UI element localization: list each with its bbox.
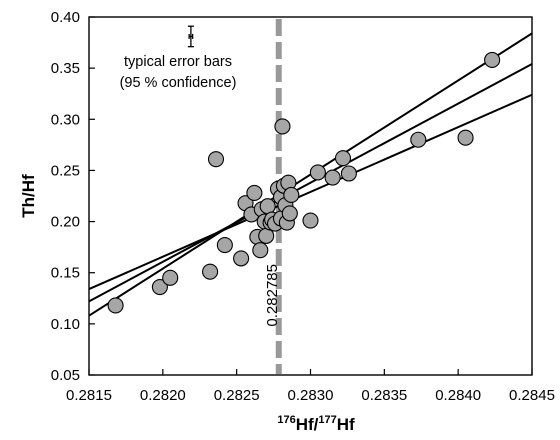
y-tick-label: 0.35 xyxy=(51,60,80,77)
data-point xyxy=(246,184,263,201)
x-tick-label: 0.2840 xyxy=(435,387,481,404)
data-point xyxy=(324,169,341,186)
regression-line xyxy=(88,93,533,290)
x-tick-label: 0.2845 xyxy=(509,387,555,404)
x-axis-title: 176Hf/177Hf xyxy=(277,414,355,434)
x-axis-title-base2: Hf xyxy=(337,415,355,434)
data-point xyxy=(107,297,124,314)
x-axis-title-base1: Hf/ xyxy=(296,415,319,434)
error-bar-annotation-line1: typical error bars xyxy=(124,54,232,70)
y-tick-label: 0.05 xyxy=(51,367,80,384)
y-tick-label: 0.25 xyxy=(51,162,80,179)
data-point xyxy=(151,278,168,296)
y-tick-label: 0.10 xyxy=(51,316,80,333)
data-point xyxy=(302,212,319,229)
data-point xyxy=(340,165,357,182)
data-point xyxy=(207,151,225,168)
data-point xyxy=(457,129,474,146)
x-axis-title-sup1: 176 xyxy=(277,414,295,426)
data-point xyxy=(281,205,298,222)
data-point xyxy=(484,51,501,69)
plot-frame xyxy=(88,16,533,376)
data-point xyxy=(162,269,179,286)
data-point xyxy=(252,242,269,259)
y-tick-label: 0.15 xyxy=(51,265,80,282)
data-point xyxy=(334,150,352,167)
y-tick-label: 0.20 xyxy=(51,214,80,231)
data-point xyxy=(309,164,326,181)
data-point xyxy=(283,186,300,204)
x-axis-title-sup2: 177 xyxy=(318,414,336,426)
y-tick-label: 0.30 xyxy=(51,111,80,128)
x-tick-label: 0.2815 xyxy=(66,387,112,404)
y-axis-title: Th/Hf xyxy=(19,174,38,218)
y-tick-label: 0.40 xyxy=(51,9,80,26)
plot-area: 0.05 0.10 0.15 0.20 0.25 0.30 0.35 0.40 0.2815 0.… xyxy=(51,9,555,404)
data-point xyxy=(259,198,276,215)
regression-line xyxy=(88,63,533,303)
data-point xyxy=(202,263,219,280)
data-point xyxy=(274,118,291,135)
data-point xyxy=(216,237,233,254)
x-tick-label: 0.2835 xyxy=(361,387,407,404)
error-bar-annotation-line2: (95 % confidence) xyxy=(120,75,237,91)
reference-line-label: 0.282785 xyxy=(264,264,281,327)
data-point xyxy=(410,131,427,148)
x-tick-label: 0.2820 xyxy=(140,387,186,404)
x-tick-label: 0.2825 xyxy=(214,387,260,404)
x-tick-label: 0.2830 xyxy=(288,387,334,404)
data-point xyxy=(233,250,250,267)
